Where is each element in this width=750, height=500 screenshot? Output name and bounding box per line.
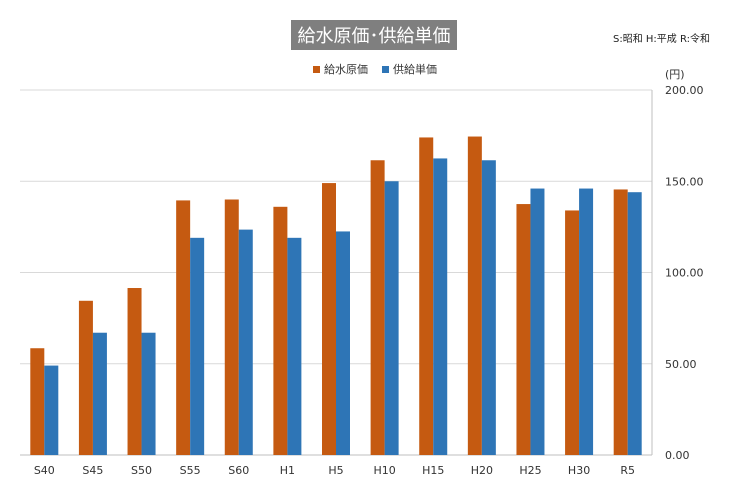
bar-series-1-S45[interactable]: [78, 300, 93, 455]
bar-series-1-S60[interactable]: [224, 199, 239, 456]
bar-series-1-H5[interactable]: [322, 183, 336, 455]
x-tick-label: H30: [568, 464, 590, 477]
y-tick-label: 100.00: [665, 267, 704, 280]
x-tick-label: H10: [373, 464, 395, 477]
legend: 給水原価 供給単価: [0, 61, 750, 77]
bar-series-1-S50[interactable]: [127, 288, 142, 455]
bar-series-2-S55[interactable]: [190, 237, 205, 455]
legend-item-series-1[interactable]: 給水原価: [313, 61, 368, 77]
bar-series-1-S55[interactable]: [176, 200, 191, 455]
bar-series-1-H25[interactable]: [516, 204, 531, 455]
bar-series-2-H20[interactable]: [481, 160, 496, 455]
x-tick-label: S55: [180, 464, 201, 477]
chart-title: 給水原価･供給単価: [291, 20, 457, 50]
bar-series-2-H15[interactable]: [433, 158, 448, 455]
bar-series-2-R5[interactable]: [627, 192, 642, 455]
x-axis-ticks: S40 S45 S50 S55 S60 H1 H5 H10 H15 H20 H25 H30 R5: [34, 464, 635, 477]
y-tick-label: 0.00: [665, 449, 690, 462]
x-tick-label: H1: [280, 464, 295, 477]
bar-series-2-H5[interactable]: [336, 231, 350, 455]
x-tick-label: S60: [228, 464, 249, 477]
legend-label-series-2: 供給単価: [393, 63, 437, 76]
x-tick-label: H20: [471, 464, 493, 477]
y-tick-label: 150.00: [665, 175, 704, 188]
y-tick-label: 50.00: [665, 358, 697, 371]
bar-series-2-H25[interactable]: [530, 188, 545, 456]
x-tick-label: H15: [422, 464, 444, 477]
legend-item-series-2[interactable]: 供給単価: [382, 61, 437, 77]
era-abbreviation-note: S:昭和 H:平成 R:令和: [613, 34, 710, 45]
bar-series-1-H1[interactable]: [273, 206, 288, 455]
x-tick-label: R5: [620, 464, 635, 477]
x-tick-label: H5: [328, 464, 343, 477]
y-axis-ticks: 0.00 50.00 100.00 150.00 200.00: [665, 84, 704, 462]
x-tick-label: S50: [131, 464, 152, 477]
bar-series-2-S45[interactable]: [92, 332, 107, 455]
bar-series-2-H30[interactable]: [579, 188, 594, 456]
bars: [30, 136, 642, 456]
x-tick-label: S40: [34, 464, 55, 477]
bar-series-1-H10[interactable]: [370, 160, 385, 455]
bar-series-1-H30[interactable]: [565, 210, 580, 455]
x-tick-label: H25: [519, 464, 541, 477]
bar-series-2-S40[interactable]: [44, 365, 59, 455]
bar-series-1-R5[interactable]: [613, 189, 628, 455]
bar-series-2-H1[interactable]: [287, 237, 302, 455]
bar-series-1-H20[interactable]: [467, 136, 482, 455]
legend-swatch-series-1: [313, 65, 320, 73]
x-tick-label: S45: [82, 464, 103, 477]
bar-series-2-S50[interactable]: [141, 332, 156, 455]
bar-series-2-H10[interactable]: [384, 181, 399, 455]
legend-swatch-series-2: [382, 65, 389, 73]
legend-label-series-1: 給水原価: [324, 63, 368, 76]
y-tick-label: 200.00: [665, 84, 704, 97]
bar-series-1-H15[interactable]: [419, 137, 434, 455]
y-axis-unit: (円): [665, 68, 685, 81]
bar-series-2-S60[interactable]: [238, 229, 253, 455]
bar-series-1-S40[interactable]: [30, 348, 45, 455]
